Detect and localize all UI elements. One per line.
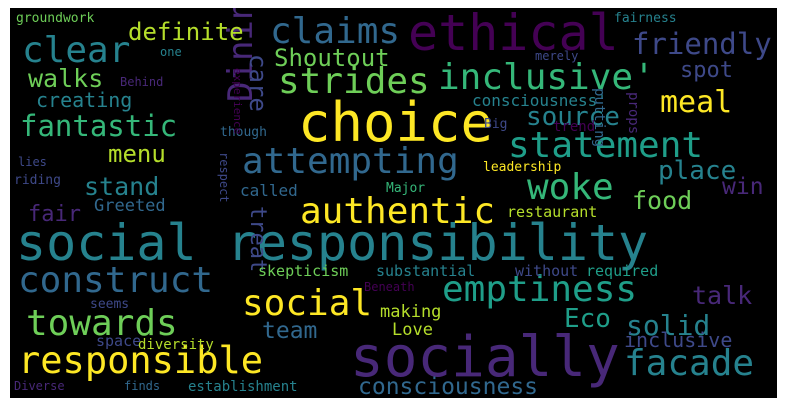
word: Love — [392, 320, 433, 340]
word: Major — [386, 181, 426, 196]
word: clear — [22, 30, 131, 71]
word: win — [722, 174, 764, 200]
word: talk — [692, 281, 753, 310]
word: menu — [108, 140, 166, 168]
word: ethical — [408, 8, 619, 62]
word: emptiness — [442, 269, 638, 310]
word: definite — [128, 18, 244, 46]
word: source — [526, 102, 620, 132]
word: fairness — [614, 11, 677, 26]
word: Behind — [120, 75, 164, 89]
word: spot — [680, 58, 733, 83]
word: experience — [231, 68, 244, 135]
word: props — [625, 92, 641, 135]
word: though — [220, 125, 267, 140]
word: team — [262, 318, 318, 344]
word: space — [96, 332, 142, 350]
word: diversity — [138, 337, 214, 353]
word: restaurant — [507, 203, 598, 221]
word: inclusive' — [438, 57, 655, 98]
word: creating — [36, 88, 133, 112]
word: consciousness — [358, 374, 539, 399]
word: statement — [508, 125, 704, 166]
word: stand — [84, 172, 160, 201]
word: woke — [527, 167, 614, 208]
word: care — [244, 54, 272, 112]
word: walks — [28, 64, 104, 93]
word: friendly — [632, 27, 772, 61]
word: trend — [553, 119, 596, 135]
word: without — [515, 262, 579, 280]
word: riding — [14, 173, 61, 188]
word: Beneath — [364, 280, 415, 294]
word: responsible — [18, 339, 264, 382]
word: inclusive — [624, 328, 733, 352]
word: social responsibility — [16, 214, 649, 272]
word: construct — [18, 260, 214, 301]
word: lies — [18, 155, 47, 169]
word: putting — [591, 88, 607, 148]
word: social — [242, 283, 373, 324]
word: consciousness' — [472, 91, 607, 110]
word: food — [632, 186, 693, 215]
word: seems — [90, 297, 130, 312]
word: called — [240, 181, 298, 200]
word: finds — [124, 379, 161, 393]
word: Eco — [564, 304, 611, 334]
word: claims — [270, 11, 401, 52]
word-cloud: social responsibility socially choice et… — [10, 8, 777, 398]
word: socially — [350, 325, 620, 390]
word: choice — [298, 91, 494, 154]
word: fantastic — [20, 109, 178, 143]
word: towards — [26, 303, 178, 344]
word: place — [658, 156, 737, 186]
word: skepticism — [258, 262, 349, 280]
word: groundwork — [16, 11, 95, 26]
word: meal — [660, 85, 733, 120]
word: substantial — [376, 262, 476, 280]
word: strides — [278, 61, 430, 102]
word: attempting — [242, 141, 459, 182]
word: leadership — [483, 160, 562, 175]
word: respect — [217, 152, 231, 203]
word: Shoutout — [274, 44, 390, 72]
word: authentic — [300, 191, 496, 232]
word: fair — [28, 202, 81, 227]
word: Greeted — [94, 196, 166, 216]
word: facade — [624, 343, 755, 384]
word: merely — [535, 49, 579, 63]
word: Big — [484, 117, 508, 132]
word: Diverse — [14, 379, 65, 393]
word: one — [160, 45, 182, 59]
word: required — [586, 262, 659, 280]
word: establishment — [188, 379, 298, 395]
word: solid — [626, 309, 711, 342]
word: making — [380, 302, 442, 322]
